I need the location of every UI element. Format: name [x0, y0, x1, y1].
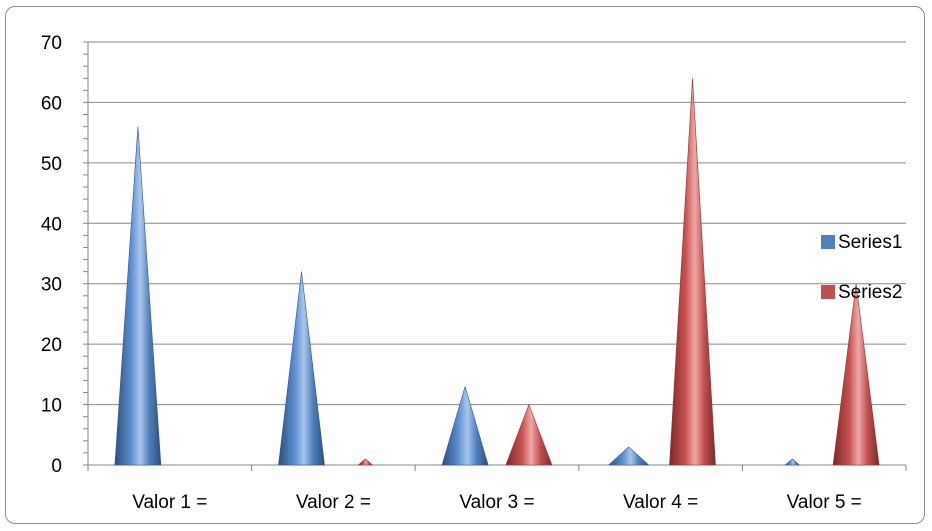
y-tick-label: 0: [51, 456, 62, 477]
gridlines: [88, 41, 906, 406]
x-tick-label: Valor 5 =: [787, 492, 862, 513]
legend-label: Series2: [838, 282, 902, 303]
y-tick-labels: 0 10 20 30 40 50 60 70: [41, 33, 62, 477]
cone-bar: [505, 403, 553, 466]
y-tick-label: 60: [41, 93, 62, 114]
x-tick-label: Valor 2 =: [296, 492, 371, 513]
y-tick-label: 50: [41, 154, 62, 175]
y-tick-label: 40: [41, 214, 62, 235]
legend: Series1 Series2: [821, 232, 902, 303]
y-tick-label: 20: [41, 335, 62, 356]
legend-label: Series1: [838, 232, 902, 253]
legend-swatch: [821, 235, 835, 249]
y-tick-label: 70: [41, 33, 62, 54]
x-tick-label: Valor 3 =: [459, 492, 534, 513]
cone-bar: [278, 271, 325, 466]
cone-bar: [114, 126, 162, 466]
x-tick-label: Valor 1 =: [132, 492, 207, 513]
y-tick-label: 10: [41, 396, 62, 417]
x-tick-labels: Valor 1 = Valor 2 = Valor 3 = Valor 4 = Valo…: [132, 492, 862, 513]
y-tick-label: 30: [41, 275, 62, 296]
axes: [83, 41, 907, 471]
cone-bars: [114, 78, 880, 466]
cone-bar: [441, 385, 489, 466]
legend-swatch: [821, 285, 835, 299]
cone-bar: [357, 458, 374, 466]
x-tick-label: Valor 4 =: [623, 492, 698, 513]
cone-bar: [607, 446, 650, 466]
cone-bar: [669, 78, 716, 466]
cone-bar: [784, 458, 801, 466]
cone-bar: [832, 283, 880, 466]
